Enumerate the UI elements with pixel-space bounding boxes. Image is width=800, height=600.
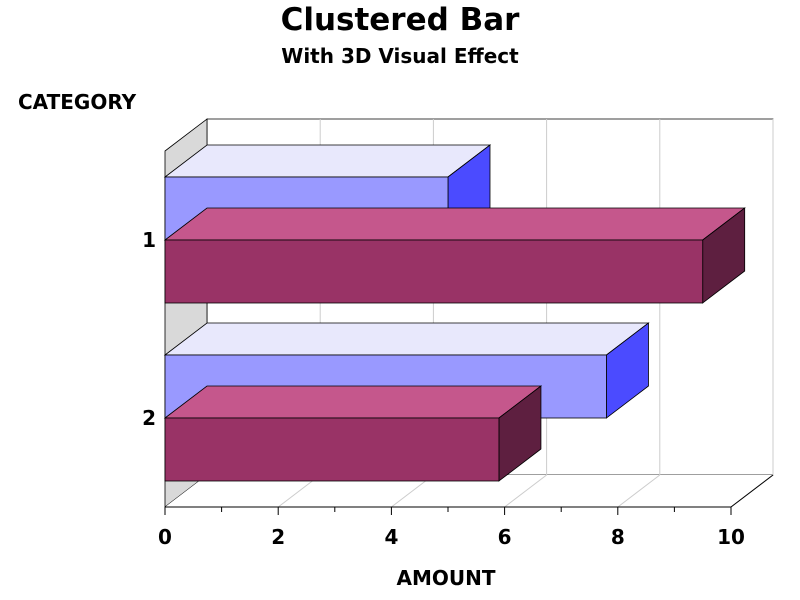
- category-label: 1: [142, 228, 156, 252]
- floor-grid-line: [617, 474, 661, 508]
- y-axis-label: CATEGORY: [18, 90, 137, 114]
- x-tick-label: 6: [498, 525, 512, 549]
- x-axis-depth-line: [730, 474, 774, 508]
- x-tick-label: 4: [384, 525, 398, 549]
- x-tick-label: 8: [611, 525, 625, 549]
- bar: [164, 417, 500, 482]
- bar-top-face: [163, 385, 543, 419]
- chart-subtitle: With 3D Visual Effect: [281, 44, 519, 68]
- x-tick-label: 10: [717, 525, 745, 549]
- bar-top-face: [163, 144, 492, 178]
- x-axis-label: AMOUNT: [396, 566, 496, 590]
- bar-top-face: [163, 322, 650, 356]
- chart-title: Clustered Bar: [280, 2, 520, 38]
- x-tick-label: 2: [271, 525, 285, 549]
- x-tick-label: 0: [158, 525, 172, 549]
- bar: [164, 239, 704, 304]
- floor-grid-line: [504, 474, 547, 508]
- floor: [165, 475, 773, 507]
- category-label: 2: [142, 406, 156, 430]
- bar-top-face: [163, 207, 746, 241]
